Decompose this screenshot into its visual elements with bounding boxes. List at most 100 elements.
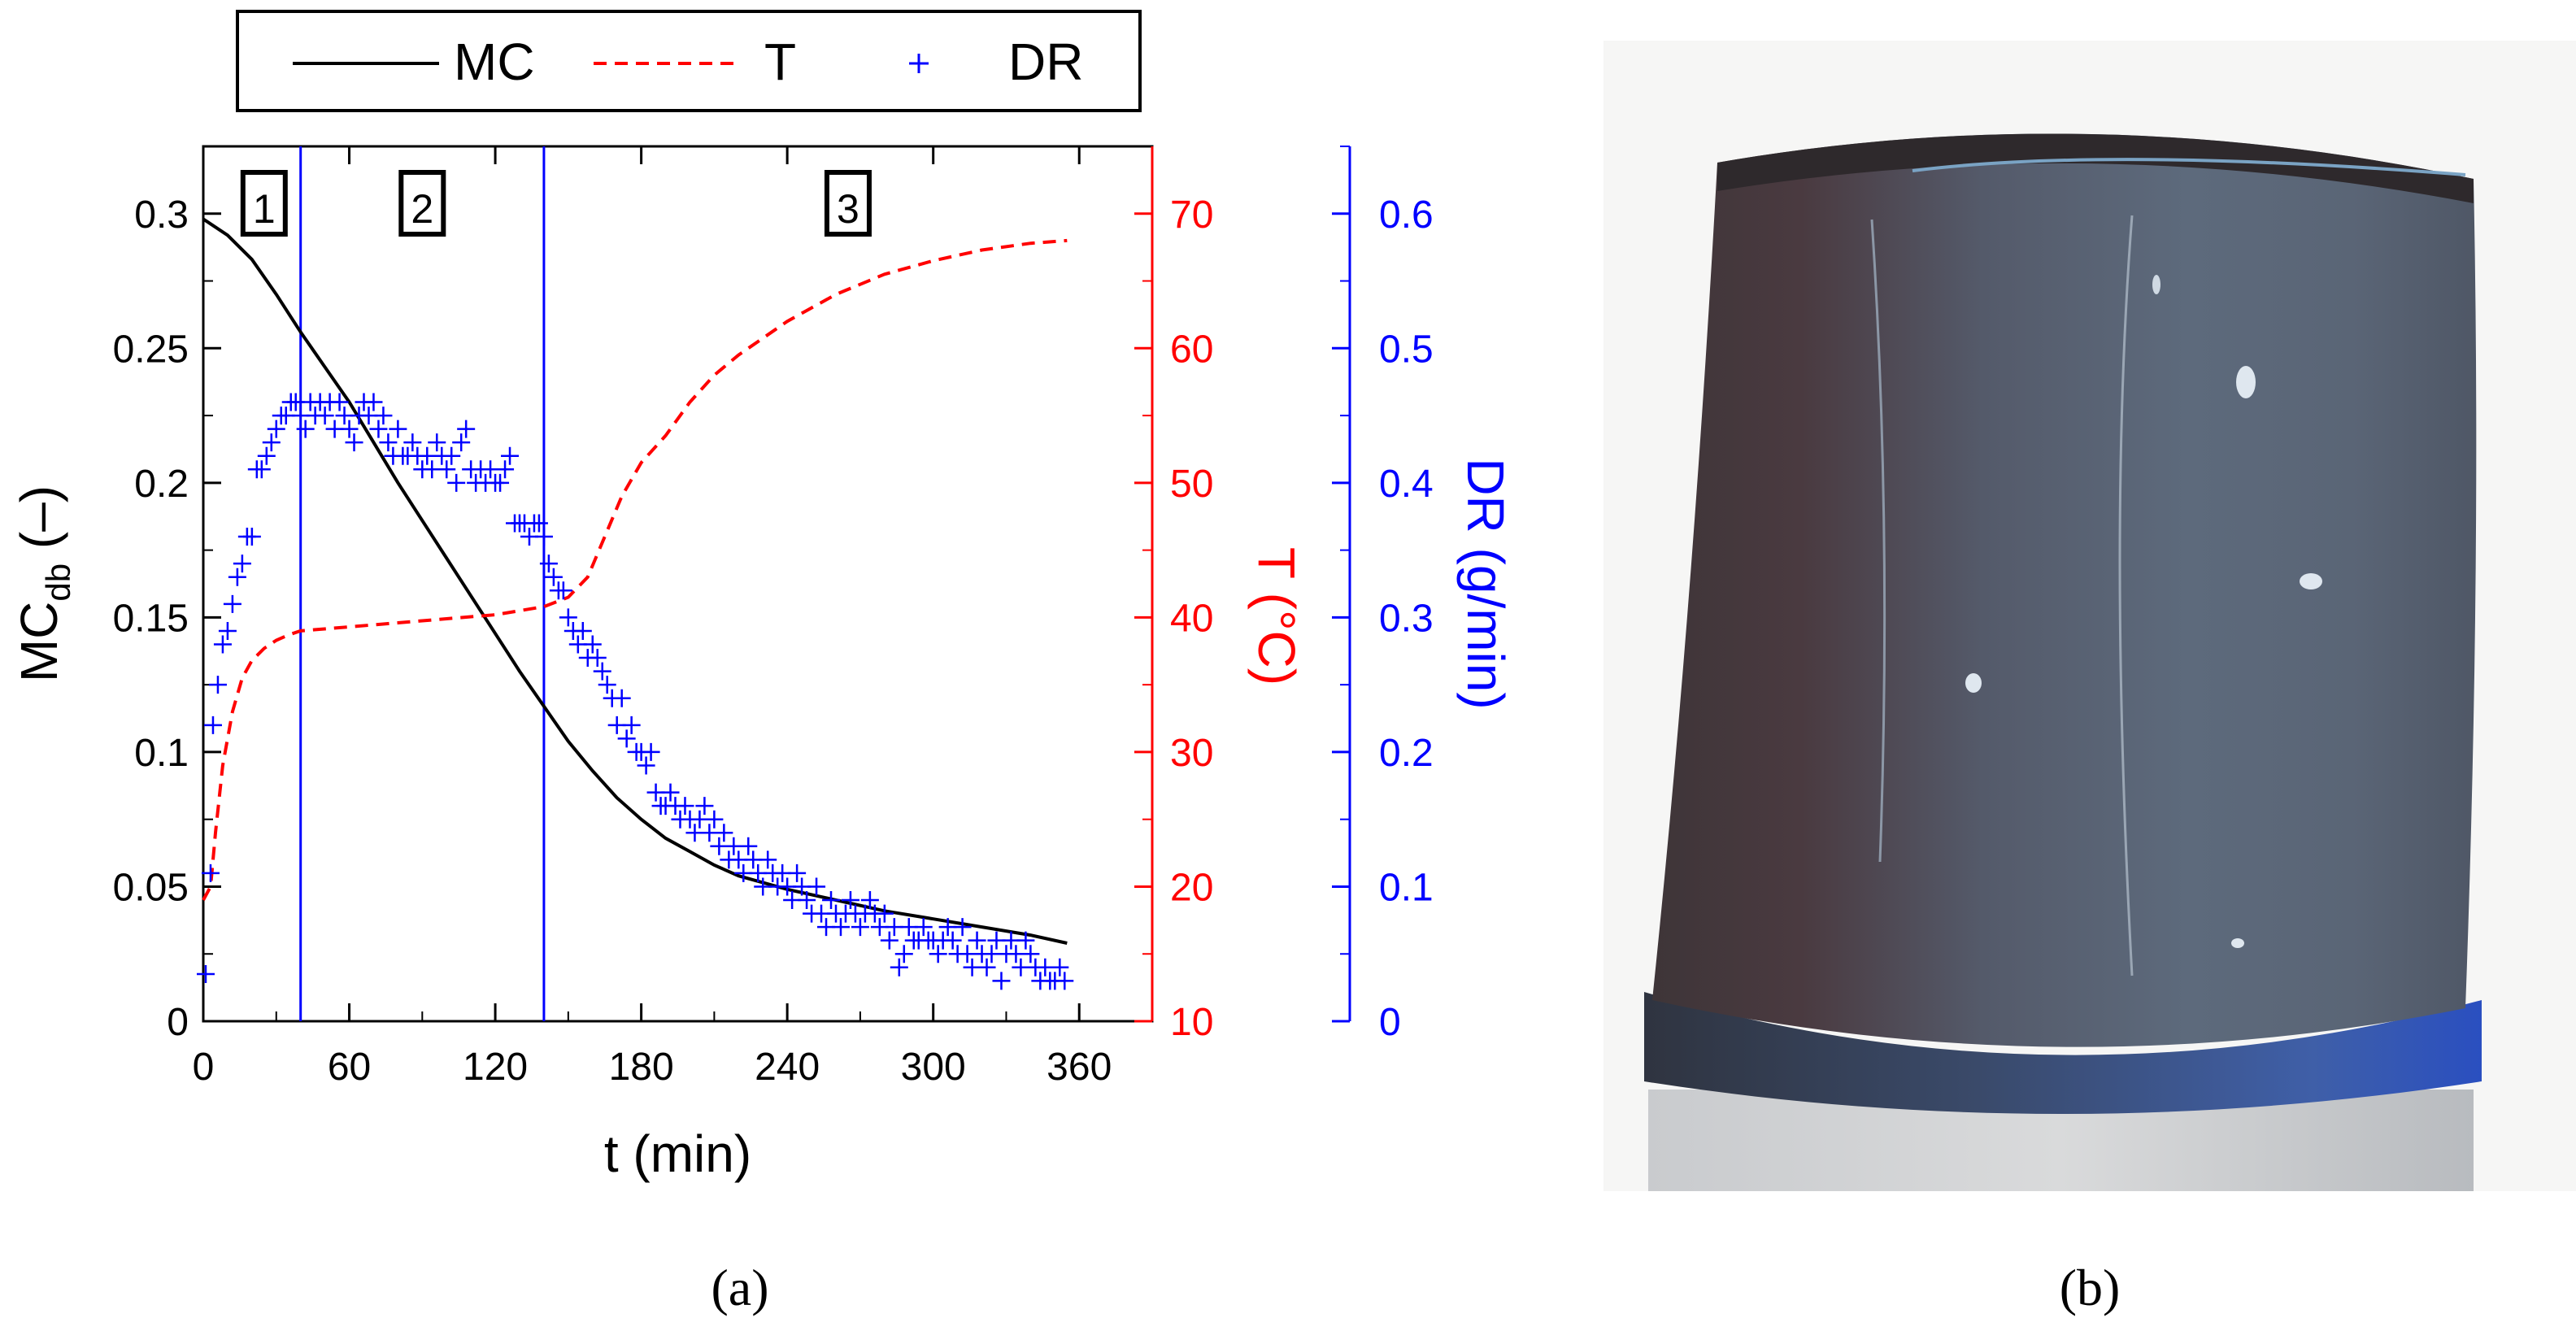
t-tick-label: 70 (1170, 194, 1213, 237)
y-tick-label: 0.3 (134, 194, 189, 237)
dr-point (929, 945, 947, 963)
dr-point (642, 742, 660, 761)
phase-label-box (824, 170, 872, 237)
series-layer: 1 2 3 (196, 146, 1074, 1021)
y-tick-label: 0.2 (134, 463, 189, 506)
dr-point (807, 877, 826, 896)
dr-point (968, 931, 986, 950)
dr-point (257, 446, 276, 465)
t-tick-label: 50 (1170, 463, 1213, 506)
dr-point (330, 393, 349, 411)
dr-point (851, 918, 869, 937)
dr-point (315, 407, 334, 425)
dr-point (534, 528, 553, 546)
legend-t-label: T (764, 33, 796, 91)
x-tick-label: 120 (463, 1046, 528, 1089)
phase-label: 2 (411, 186, 433, 232)
dr-point (447, 473, 466, 492)
dr-point (223, 594, 242, 613)
dr-point (637, 756, 655, 775)
y-axis-title: MCdb (–) (10, 485, 77, 682)
t-tick-label: 10 (1170, 1001, 1213, 1044)
legend-box (236, 10, 1142, 112)
dr-point (841, 891, 859, 910)
dr-point (695, 797, 714, 816)
x-axis-title: t (min) (604, 1124, 751, 1183)
dr-point (1051, 958, 1069, 977)
y-tick-label: 0.15 (113, 597, 189, 640)
dr-point (661, 783, 680, 802)
dr-point (437, 460, 456, 479)
dr-point (369, 420, 388, 438)
dr-point (428, 433, 446, 452)
dr-point (208, 676, 227, 694)
dr-point (890, 958, 908, 977)
dr-point (559, 608, 577, 627)
t-tick-label: 20 (1170, 866, 1213, 909)
dr-axis-title: DR (g/min) (1456, 458, 1515, 709)
y-tick-label: 0 (167, 1001, 189, 1044)
x-tick-label: 180 (609, 1046, 674, 1089)
dr-point (218, 621, 237, 640)
dr-tick-label: 0 (1379, 1001, 1401, 1044)
dr-point (501, 446, 520, 465)
dr-point (364, 393, 383, 411)
dr-point (403, 433, 422, 452)
dr-point (676, 797, 694, 816)
dr-point (1021, 945, 1040, 963)
dr-point (554, 581, 572, 600)
dr-point (539, 555, 558, 573)
dr-point (588, 649, 607, 668)
dr-point (943, 931, 962, 950)
dr-point (705, 810, 724, 829)
dr-point (242, 528, 261, 546)
phase-label: 3 (837, 186, 859, 232)
dr-point (573, 621, 592, 640)
y-tick-label: 0.05 (113, 866, 189, 909)
dr-point (880, 931, 899, 950)
dr-point (233, 555, 251, 573)
y-tick-label: 0.1 (134, 732, 189, 775)
dr-point (544, 568, 563, 586)
dr-point (345, 433, 363, 452)
dr-point (822, 891, 841, 910)
dr-point (860, 891, 879, 910)
dr-point (583, 635, 602, 654)
dr-point (953, 918, 972, 937)
dr-point (452, 433, 471, 452)
dr-point (593, 662, 611, 681)
dr-point (491, 473, 510, 492)
dr-tick-label: 0.1 (1379, 866, 1434, 909)
t-tick-label: 30 (1170, 732, 1213, 775)
dr-point (529, 514, 548, 533)
dr-point (201, 863, 220, 882)
x-tick-label: 360 (1046, 1046, 1112, 1089)
dr-point (739, 837, 758, 855)
x-tick-label: 60 (328, 1046, 371, 1089)
dr-point (262, 433, 281, 452)
phase-label-box (398, 170, 446, 237)
y-tick-label: 0.25 (113, 328, 189, 371)
sample-photo (1603, 41, 2576, 1191)
dr-point (379, 433, 398, 452)
dr-tick-label: 0.4 (1379, 463, 1434, 506)
dr-point (252, 460, 271, 479)
dr-point (914, 918, 933, 937)
chart-frame (202, 145, 1154, 1023)
dr-point (715, 824, 733, 842)
t-axis-title: T (°C) (1247, 547, 1306, 685)
legend: MC T DR (236, 10, 1142, 112)
legend-mc-label: MC (454, 33, 535, 91)
dr-point (374, 407, 393, 425)
t-tick-label: 40 (1170, 597, 1213, 640)
dr-point (617, 729, 636, 748)
dr-point (894, 945, 913, 963)
dr-tick-label: 0.5 (1379, 328, 1434, 371)
phase-label-box (240, 170, 288, 237)
legend-dr-swatch (909, 54, 929, 73)
dr-point (875, 904, 894, 923)
series-line-mc (202, 217, 1068, 945)
dr-point (496, 460, 515, 479)
